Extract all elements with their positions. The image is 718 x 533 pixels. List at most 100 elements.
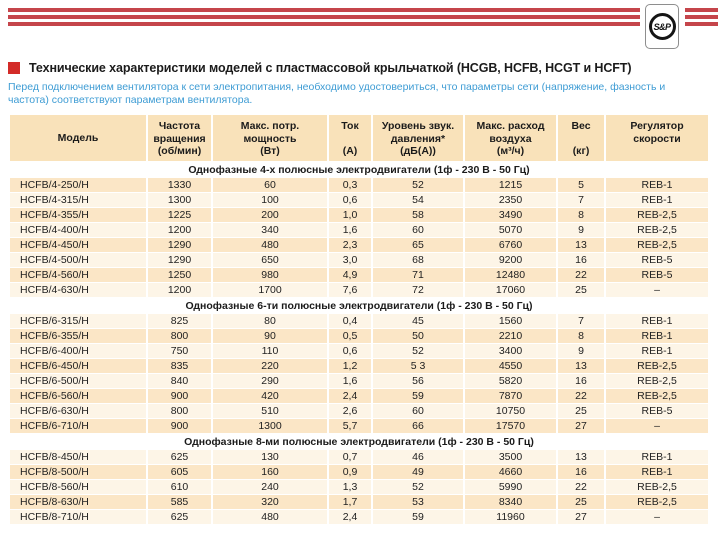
model-cell: HCFB/6-630/H — [10, 404, 146, 418]
col-header-airflow: Макс. расход воздуха (м³/ч) — [465, 115, 556, 161]
value-cell: 5820 — [465, 374, 556, 388]
model-cell: HCFB/6-400/H — [10, 344, 146, 358]
model-cell: HCFB/8-630/H — [10, 495, 146, 509]
value-cell: 7,6 — [329, 283, 371, 297]
value-cell: 980 — [213, 268, 327, 282]
value-cell: 25 — [558, 404, 604, 418]
value-cell: REB-1 — [606, 450, 708, 464]
section-header-row: Однофазные 4-х полюсные электродвигатели… — [10, 162, 708, 177]
model-cell: HCFB/8-710/H — [10, 510, 146, 524]
sp-logo-text: S&P — [648, 13, 676, 40]
value-cell: 0,6 — [329, 193, 371, 207]
value-cell: 220 — [213, 359, 327, 373]
page-header-band: S&P — [0, 0, 718, 52]
value-cell: 27 — [558, 510, 604, 524]
value-cell: 8340 — [465, 495, 556, 509]
table-row: HCFB/8-560/H 610 240 1,3 52 5990 22 REB-2,5 — [10, 480, 708, 494]
value-cell: 22 — [558, 268, 604, 282]
value-cell: 0,4 — [329, 314, 371, 328]
value-cell: 110 — [213, 344, 327, 358]
value-cell: REB-1 — [606, 465, 708, 479]
value-cell: 58 — [373, 208, 463, 222]
value-cell: REB-2,5 — [606, 480, 708, 494]
value-cell: 0,7 — [329, 450, 371, 464]
value-cell: REB-2,5 — [606, 374, 708, 388]
value-cell: 750 — [148, 344, 211, 358]
table-row: HCFB/8-710/H 625 480 2,4 59 11960 27– — [10, 510, 708, 524]
table-row: HCFB/6-450/H 835 220 1,2 5 3 4550 13 REB-2,5 — [10, 359, 708, 373]
value-cell: REB-5 — [606, 404, 708, 418]
section-header-label: Однофазные 8-ми полюсные электродвигател… — [10, 434, 708, 449]
value-cell: 13 — [558, 450, 604, 464]
table-row: HCFB/6-560/H 900 420 2,4 59 7870 22 REB-2,5 — [10, 389, 708, 403]
model-cell: HCFB/6-500/H — [10, 374, 146, 388]
value-cell: 5 — [558, 178, 604, 192]
model-cell: HCFB/4-400/H — [10, 223, 146, 237]
value-cell: 1290 — [148, 253, 211, 267]
value-cell: 510 — [213, 404, 327, 418]
value-cell: 7 — [558, 193, 604, 207]
value-cell: 1300 — [148, 193, 211, 207]
spec-table: Модель Частота вращения (об/мин) Макс. п… — [8, 114, 710, 525]
value-cell: 160 — [213, 465, 327, 479]
value-cell: 16 — [558, 465, 604, 479]
value-cell: 13 — [558, 238, 604, 252]
value-cell: 12480 — [465, 268, 556, 282]
value-cell: 480 — [213, 238, 327, 252]
red-square-bullet-icon — [8, 62, 20, 74]
value-cell: 2350 — [465, 193, 556, 207]
table-row: HCFB/6-500/H 840 290 1,6 56 5820 16 REB-2,5 — [10, 374, 708, 388]
value-cell: 3,0 — [329, 253, 371, 267]
stripe — [8, 22, 640, 26]
value-cell: REB-2,5 — [606, 389, 708, 403]
col-header-noise: Уровень звук. давления* (дБ(А)) — [373, 115, 463, 161]
value-cell: 16 — [558, 374, 604, 388]
value-cell: REB-2,5 — [606, 223, 708, 237]
model-cell: HCFB/4-560/H — [10, 268, 146, 282]
value-cell: 59 — [373, 510, 463, 524]
value-cell: 3400 — [465, 344, 556, 358]
value-cell: 825 — [148, 314, 211, 328]
value-cell: 60 — [373, 223, 463, 237]
value-cell: 290 — [213, 374, 327, 388]
value-cell: REB-5 — [606, 253, 708, 267]
value-cell: 68 — [373, 253, 463, 267]
value-cell: 56 — [373, 374, 463, 388]
value-cell: 5070 — [465, 223, 556, 237]
value-cell: REB-1 — [606, 329, 708, 343]
value-cell: 800 — [148, 404, 211, 418]
value-cell: 66 — [373, 419, 463, 433]
table-row: HCFB/6-630/H 800 510 2,6 60 10750 25 REB-5 — [10, 404, 708, 418]
value-cell: 8 — [558, 329, 604, 343]
value-cell: 3490 — [465, 208, 556, 222]
value-cell: 11960 — [465, 510, 556, 524]
value-cell: 6760 — [465, 238, 556, 252]
col-header-current: Ток (А) — [329, 115, 371, 161]
section-header-label: Однофазные 6-ти полюсные электродвигател… — [10, 298, 708, 313]
warning-note: Перед подключением вентилятора к сети эл… — [8, 81, 666, 106]
sp-logo: S&P — [645, 4, 679, 49]
table-row: HCFB/8-450/H 625 130 0,7 46 3500 13 REB-1 — [10, 450, 708, 464]
stripe — [685, 22, 718, 26]
model-cell: HCFB/8-500/H — [10, 465, 146, 479]
value-cell: 53 — [373, 495, 463, 509]
value-cell: 3500 — [465, 450, 556, 464]
spec-table-body: Однофазные 4-х полюсные электродвигатели… — [10, 162, 708, 524]
value-cell: 800 — [148, 329, 211, 343]
value-cell: 320 — [213, 495, 327, 509]
brand-stripes-left — [8, 8, 640, 26]
model-cell: HCFB/6-355/H — [10, 329, 146, 343]
table-row: HCFB/6-315/H 825 80 0,4 45 1560 7 REB-1 — [10, 314, 708, 328]
value-cell: 0,3 — [329, 178, 371, 192]
section-header-row: Однофазные 6-ти полюсные электродвигател… — [10, 298, 708, 313]
stripe — [685, 15, 718, 19]
value-cell: 90 — [213, 329, 327, 343]
value-cell: 2,3 — [329, 238, 371, 252]
value-cell: 1,7 — [329, 495, 371, 509]
value-cell: 2,6 — [329, 404, 371, 418]
table-row: HCFB/4-250/H 1330 60 0,3 52 1215 5 REB-1 — [10, 178, 708, 192]
value-cell: 71 — [373, 268, 463, 282]
value-cell: 59 — [373, 389, 463, 403]
value-cell: 1,0 — [329, 208, 371, 222]
